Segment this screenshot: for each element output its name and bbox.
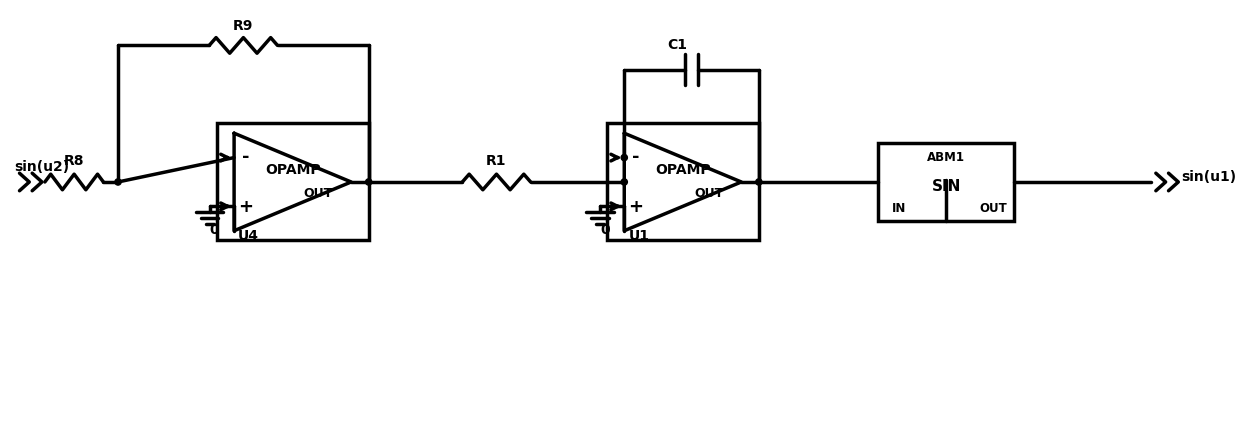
Circle shape xyxy=(756,179,762,185)
Circle shape xyxy=(366,179,372,185)
Text: sin(u1): sin(u1) xyxy=(1181,170,1237,184)
Text: 0: 0 xyxy=(209,223,219,237)
Text: U4: U4 xyxy=(238,228,259,243)
Bar xyxy=(607,123,758,240)
Text: OUT: OUT xyxy=(694,187,724,200)
Text: -: - xyxy=(632,148,639,166)
Text: IN: IN xyxy=(892,202,907,215)
Bar xyxy=(878,143,1015,221)
Circle shape xyxy=(621,154,627,161)
Text: -: - xyxy=(242,148,249,166)
Text: sin(u2): sin(u2) xyxy=(15,161,69,174)
Text: OPAMP: OPAMP xyxy=(265,163,321,177)
Text: U1: U1 xyxy=(628,228,649,243)
Circle shape xyxy=(115,179,121,185)
Text: ABM1: ABM1 xyxy=(927,151,965,164)
Text: R9: R9 xyxy=(233,19,254,33)
Text: OUT: OUT xyxy=(304,187,333,200)
Text: R8: R8 xyxy=(64,153,84,168)
Text: +: + xyxy=(628,198,643,217)
Bar xyxy=(217,123,369,240)
Circle shape xyxy=(621,179,627,185)
Text: OPAMP: OPAMP xyxy=(655,163,711,177)
Text: SIN: SIN xyxy=(932,179,960,194)
Text: C1: C1 xyxy=(667,38,686,52)
Text: 0: 0 xyxy=(600,223,610,237)
Text: R1: R1 xyxy=(486,153,507,168)
Text: +: + xyxy=(238,198,253,217)
Text: OUT: OUT xyxy=(979,202,1007,215)
